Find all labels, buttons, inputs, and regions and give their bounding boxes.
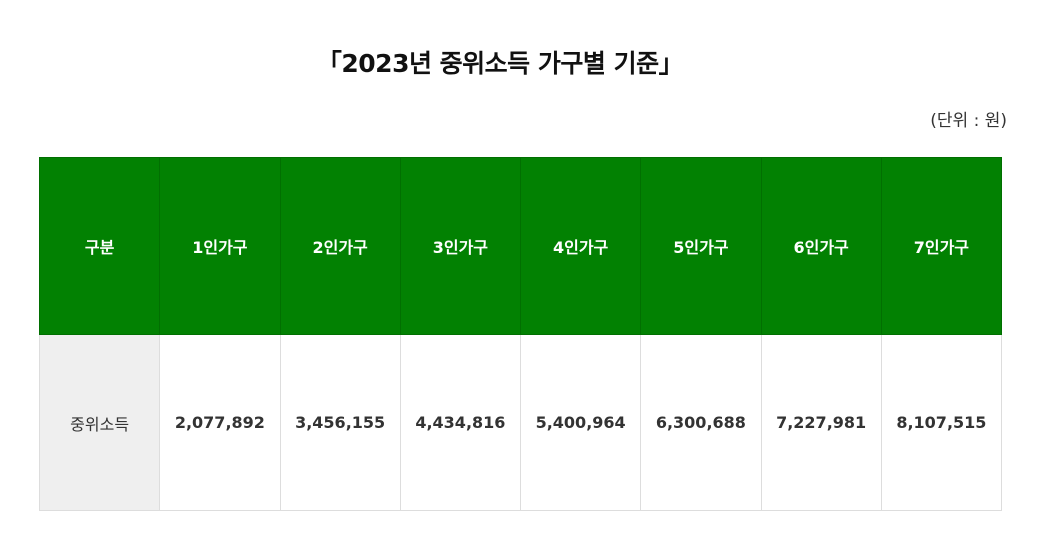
table-cell-household-3: 4,434,816 bbox=[399, 334, 522, 511]
table-cell-household-1: 2,077,892 bbox=[159, 334, 281, 511]
table-cell-household-5: 6,300,688 bbox=[640, 334, 762, 511]
table-row: 중위소득 2,077,892 3,456,155 4,434,816 5,400… bbox=[38, 334, 1003, 511]
column-header-household-2: 2인가구 bbox=[279, 157, 401, 335]
unit-label: (단위 : 원) bbox=[930, 111, 1007, 131]
table-header-row: 구분 1인가구 2인가구 3인가구 4인가구 5인가구 6인가구 7인가구 bbox=[38, 157, 1003, 335]
page-title: 「2023년 중위소득 가구별 기준」 bbox=[316, 49, 684, 78]
column-header-household-3: 3인가구 bbox=[399, 157, 522, 335]
table-cell-household-2: 3,456,155 bbox=[279, 334, 401, 511]
table-cell-household-4: 5,400,964 bbox=[519, 334, 642, 511]
column-header-household-4: 4인가구 bbox=[519, 157, 642, 335]
column-header-household-7: 7인가구 bbox=[880, 157, 1003, 335]
column-header-category: 구분 bbox=[38, 157, 161, 335]
column-header-household-5: 5인가구 bbox=[640, 157, 762, 335]
column-header-household-6: 6인가구 bbox=[760, 157, 882, 335]
row-header-median-income: 중위소득 bbox=[38, 334, 161, 511]
table-cell-household-6: 7,227,981 bbox=[760, 334, 882, 511]
median-income-table: 구분 1인가구 2인가구 3인가구 4인가구 5인가구 6인가구 7인가구 중위… bbox=[38, 157, 1003, 511]
table-cell-household-7: 8,107,515 bbox=[880, 334, 1003, 511]
column-header-household-1: 1인가구 bbox=[159, 157, 281, 335]
